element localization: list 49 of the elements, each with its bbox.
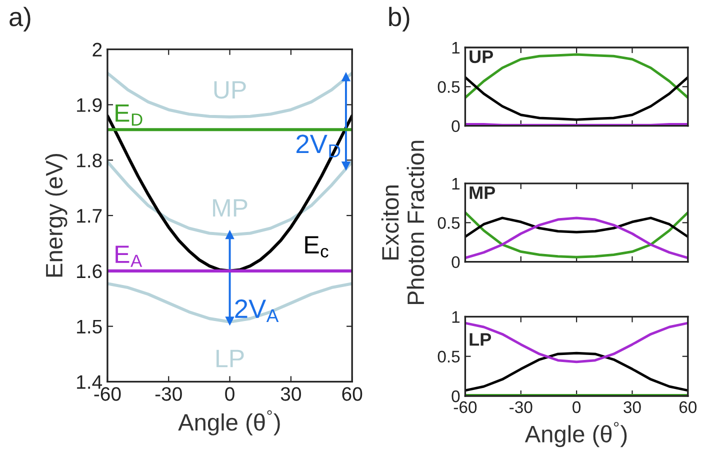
y-tick-label: 1 [452,42,460,54]
y-tick-label: 1 [452,311,460,323]
y-tick-label: 1.9 [77,98,102,112]
point [226,316,234,325]
y-tick-label: 0.5 [438,217,460,229]
y-tick-label: 0.5 [438,81,460,93]
x-tick-label: 0 [225,387,234,401]
annotation: UP [470,50,494,64]
series-label: UP [214,81,246,99]
y-tick-label: 0 [452,256,460,268]
y-tick-label: 1 [452,178,460,190]
chart-title: a) [10,6,30,32]
series-label: 2V$_{A}$ [235,299,279,322]
y-tick-label: 1.8 [77,154,102,168]
annotation: LP [470,333,491,346]
series-label: MP [213,199,248,216]
x-tick-label: 0 [572,401,581,414]
y-tick-label: 1.6 [77,264,102,278]
x-tick-label: -30 [510,401,532,414]
y-axis-title: Exciton Photon Fraction [381,140,424,304]
x-tick-label: 60 [679,401,697,414]
line-series [465,76,688,121]
x-axis-title: Angle (θ$^{°}$) [524,422,627,448]
series-label: LP [216,350,244,368]
x-tick-label: 30 [280,387,301,401]
y-axis-title: Energy (eV) [45,154,68,277]
point [342,72,350,82]
annotation: MP [470,186,496,199]
line-series [465,322,688,364]
y-tick-label: 1.7 [77,209,102,223]
series-label: E$_{c}$ [305,236,328,258]
x-tick-label: -60 [454,401,477,414]
y-tick-label: 0 [452,120,460,132]
ref-line-label: E$_{D}$ [116,104,142,126]
x-tick-label: -30 [155,387,182,401]
point [342,161,350,170]
x-tick-label: 60 [342,387,362,401]
y-tick-label: 0.5 [438,350,460,363]
chart-title: b) [389,6,410,32]
ref-line-label: E$_{A}$ [116,246,142,267]
line-series [465,352,688,392]
x-tick-label: -60 [94,387,121,401]
x-axis-title: Angle (θ$^{°}$) [178,410,280,436]
x-tick-label: 30 [624,401,641,414]
y-tick-label: 1.4 [77,375,102,389]
line-series [465,216,688,238]
y-tick-label: 1.5 [77,320,102,334]
y-tick-label: 2 [92,42,102,56]
point [226,230,234,240]
